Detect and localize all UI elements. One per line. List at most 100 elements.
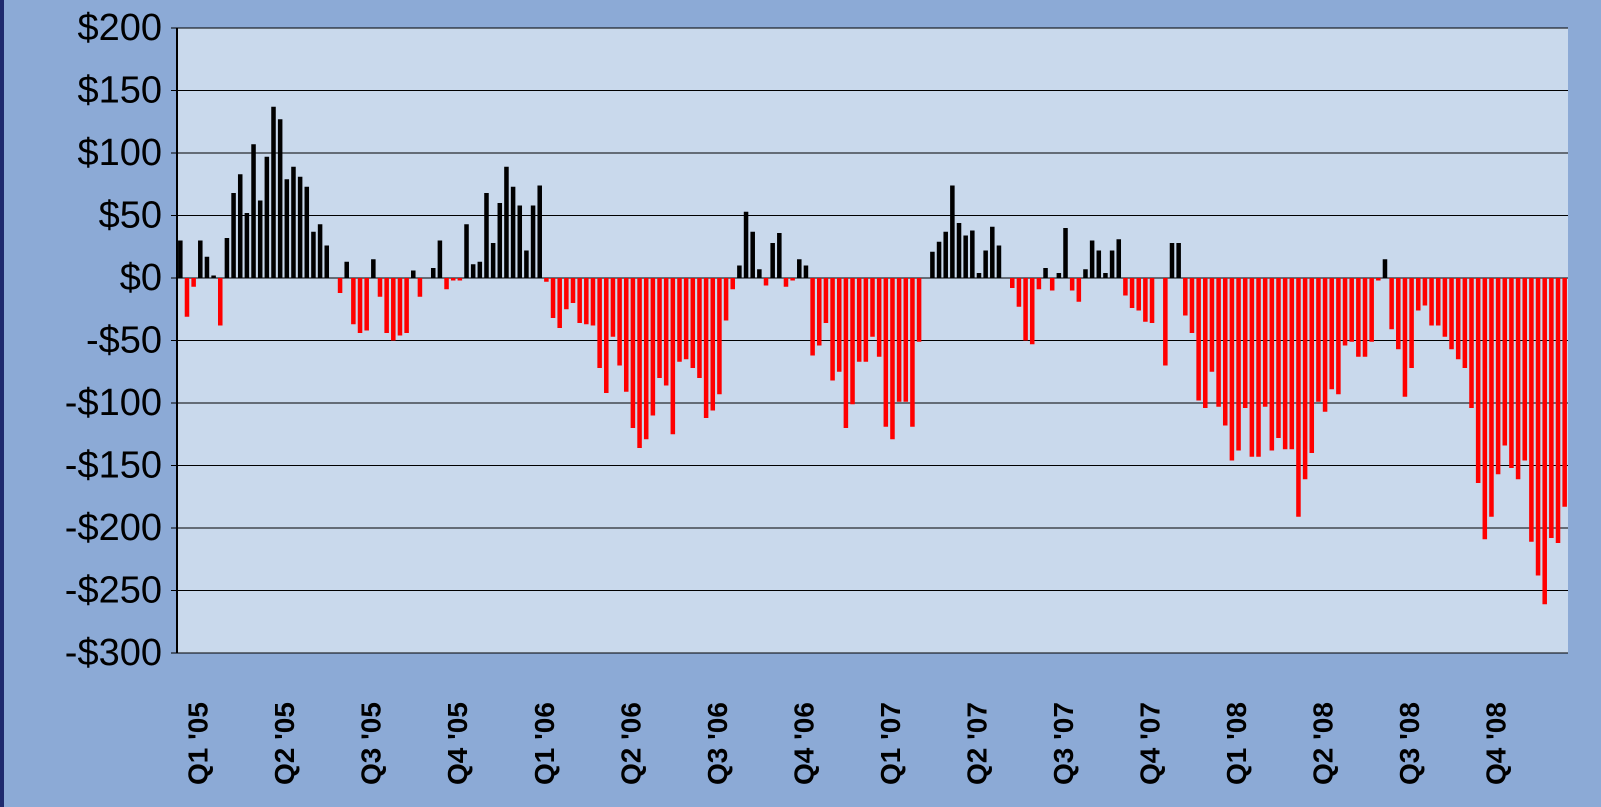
bar	[337, 278, 343, 293]
x-tick-label: Q4 '06	[788, 702, 819, 785]
bar	[1535, 278, 1541, 576]
bar	[617, 278, 622, 366]
bar	[1136, 278, 1141, 311]
bar	[544, 278, 549, 282]
bar	[1176, 243, 1181, 278]
bar	[1189, 278, 1195, 333]
bar	[1096, 250, 1102, 278]
bar	[963, 235, 968, 278]
bar	[391, 278, 396, 341]
bar	[1029, 278, 1035, 345]
x-tick-label: Q3 '08	[1394, 702, 1425, 785]
bar	[550, 278, 556, 318]
bar	[411, 270, 416, 278]
bar	[1109, 250, 1115, 278]
bar	[1455, 278, 1461, 360]
bar	[1036, 278, 1042, 290]
bar	[291, 166, 296, 278]
bar	[457, 278, 463, 281]
bar	[570, 278, 576, 303]
bar	[490, 243, 496, 278]
bar	[1129, 278, 1135, 308]
bar	[217, 278, 223, 326]
bar	[1049, 278, 1055, 291]
bar	[1462, 278, 1468, 368]
bar	[870, 278, 875, 337]
bar	[1016, 278, 1022, 307]
bar	[910, 278, 915, 427]
bar	[657, 278, 662, 378]
bar	[484, 193, 489, 278]
bar	[444, 278, 449, 290]
bar	[623, 278, 629, 392]
y-tick-label: $50	[99, 195, 162, 237]
bar	[950, 185, 955, 278]
bar	[537, 185, 542, 278]
bar	[777, 233, 782, 278]
bar	[244, 213, 250, 278]
bar	[1429, 278, 1434, 326]
x-tick-label: Q4 '07	[1134, 702, 1165, 785]
bar	[377, 278, 383, 297]
bar	[1163, 278, 1168, 366]
bar	[384, 278, 389, 333]
bar	[750, 231, 755, 278]
bar	[990, 226, 995, 278]
bar	[1076, 278, 1082, 302]
bar	[1382, 259, 1388, 278]
bar	[1349, 278, 1354, 342]
bar	[903, 278, 909, 402]
bar	[1509, 278, 1514, 468]
bar	[1063, 228, 1068, 278]
bar	[1302, 278, 1308, 480]
bar	[1289, 278, 1295, 450]
bar	[1362, 278, 1368, 357]
bar	[823, 278, 829, 323]
bar	[1269, 278, 1275, 451]
bar	[610, 278, 616, 337]
bar	[1069, 278, 1075, 291]
bar	[1489, 278, 1494, 517]
bar	[1229, 278, 1235, 461]
bar	[1475, 278, 1481, 483]
bar	[1549, 278, 1554, 538]
bar	[284, 179, 290, 278]
y-tick-label: -$50	[86, 320, 162, 362]
x-tick-label: Q3 '07	[1048, 702, 1079, 785]
bar	[304, 186, 310, 278]
bar	[1502, 278, 1508, 446]
bar	[803, 265, 809, 278]
bar	[470, 264, 476, 278]
bar	[178, 240, 183, 278]
y-tick-label: $100	[77, 132, 162, 174]
bar	[883, 278, 889, 427]
bar	[198, 240, 203, 278]
bar	[816, 278, 822, 346]
bar	[1222, 278, 1228, 426]
bar	[1236, 278, 1241, 451]
bar	[450, 278, 456, 281]
bar	[1083, 269, 1088, 278]
bar	[597, 278, 602, 368]
bar	[430, 268, 436, 278]
bar	[1169, 243, 1175, 278]
bar	[1316, 278, 1321, 402]
bar	[1256, 278, 1261, 457]
bar	[584, 278, 589, 325]
bar	[277, 119, 283, 278]
bar	[797, 259, 802, 278]
bar	[211, 275, 216, 278]
bar	[1389, 278, 1394, 330]
bar	[524, 250, 529, 278]
bar	[650, 278, 656, 416]
bar	[710, 278, 716, 411]
bar	[1209, 278, 1215, 372]
y-tick-label: $200	[77, 7, 162, 49]
bar	[956, 223, 962, 278]
bar	[1442, 278, 1448, 337]
bar	[643, 278, 649, 440]
bar	[1415, 278, 1421, 311]
bar	[1296, 278, 1301, 517]
bar	[743, 211, 749, 278]
